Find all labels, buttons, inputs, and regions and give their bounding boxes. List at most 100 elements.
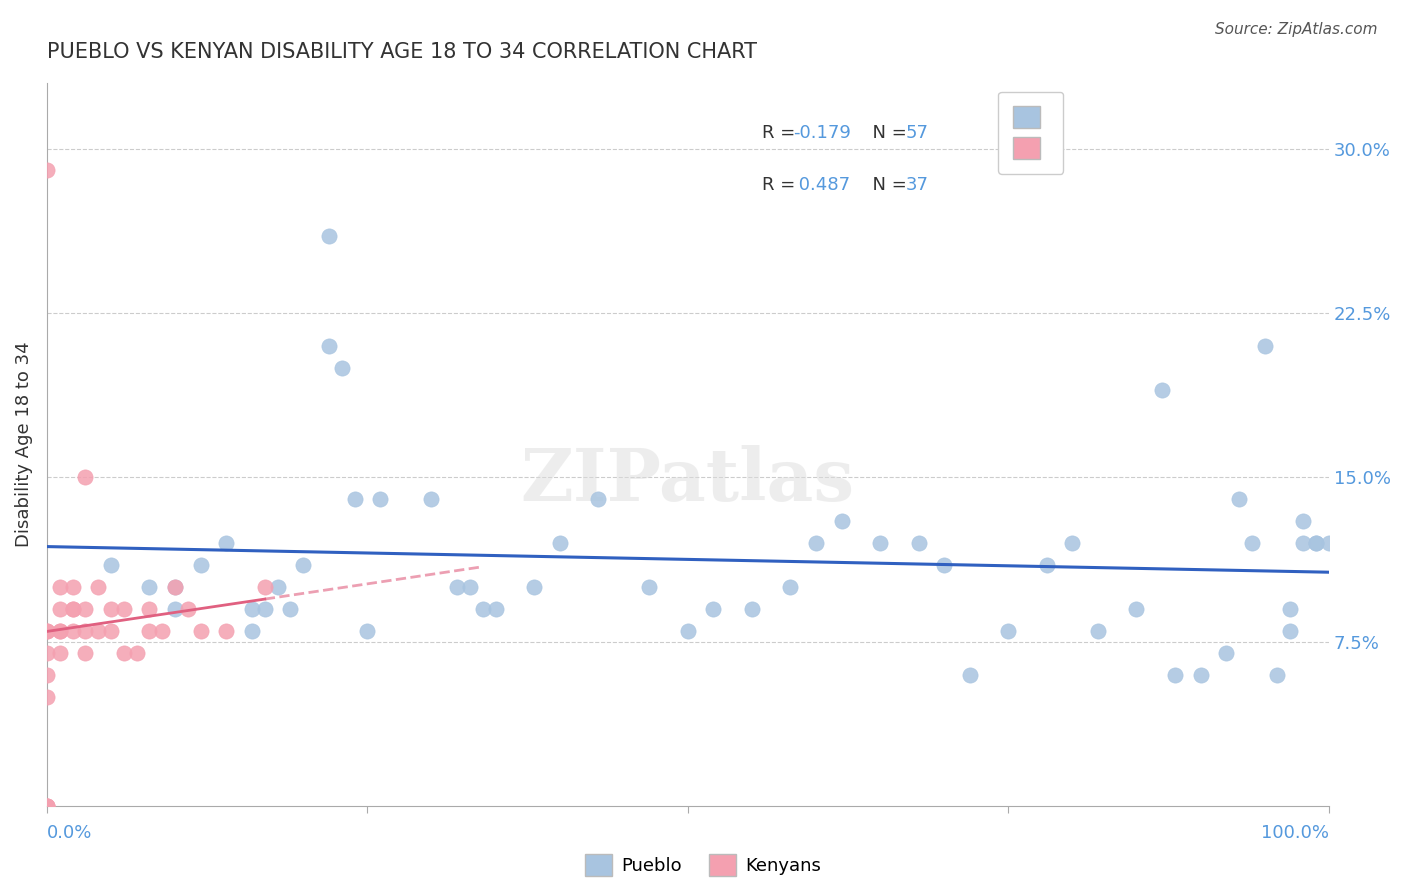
Point	[35, 799, 58, 814]
Text: R =: R =	[762, 124, 801, 143]
Point	[869, 536, 891, 550]
Point	[1164, 667, 1187, 681]
Point	[446, 580, 468, 594]
Point	[934, 558, 956, 572]
Point	[959, 667, 981, 681]
Point	[280, 602, 302, 616]
Text: ZIPatlas: ZIPatlas	[520, 445, 855, 516]
Point	[35, 799, 58, 814]
Point	[35, 624, 58, 638]
Point	[330, 360, 353, 375]
Point	[702, 602, 724, 616]
Point	[150, 624, 173, 638]
Point	[1279, 602, 1302, 616]
Point	[997, 624, 1019, 638]
Point	[100, 624, 122, 638]
Point	[48, 624, 70, 638]
Point	[420, 492, 443, 507]
Point	[253, 602, 276, 616]
Point	[240, 602, 263, 616]
Point	[165, 602, 187, 616]
Point	[1267, 667, 1289, 681]
Text: 37: 37	[905, 177, 929, 194]
Point	[62, 580, 84, 594]
Point	[804, 536, 827, 550]
Point	[484, 602, 506, 616]
Point	[62, 624, 84, 638]
Point	[35, 667, 58, 681]
Point	[35, 799, 58, 814]
Point	[741, 602, 763, 616]
Point	[1035, 558, 1057, 572]
Point	[62, 602, 84, 616]
Point	[35, 646, 58, 660]
Point	[1125, 602, 1147, 616]
Point	[1279, 624, 1302, 638]
Point	[75, 646, 97, 660]
Point	[1317, 536, 1340, 550]
Point	[62, 602, 84, 616]
Point	[471, 602, 494, 616]
Point	[100, 602, 122, 616]
Point	[1062, 536, 1084, 550]
Point	[356, 624, 378, 638]
Point	[1253, 339, 1275, 353]
Point	[75, 470, 97, 484]
Point	[48, 624, 70, 638]
Point	[75, 602, 97, 616]
Point	[1215, 646, 1237, 660]
Point	[907, 536, 929, 550]
Point	[75, 624, 97, 638]
Text: 100.0%: 100.0%	[1261, 824, 1329, 842]
Point	[548, 536, 571, 550]
Point	[165, 580, 187, 594]
Point	[1305, 536, 1327, 550]
Point	[48, 580, 70, 594]
Point	[87, 624, 110, 638]
Point	[1152, 383, 1174, 397]
Text: 0.487: 0.487	[793, 177, 851, 194]
Point	[48, 646, 70, 660]
Legend: Pueblo, Kenyans: Pueblo, Kenyans	[578, 847, 828, 883]
Point	[240, 624, 263, 638]
Point	[112, 602, 135, 616]
Point	[586, 492, 609, 507]
Text: PUEBLO VS KENYAN DISABILITY AGE 18 TO 34 CORRELATION CHART: PUEBLO VS KENYAN DISABILITY AGE 18 TO 34…	[46, 42, 756, 62]
Point	[1240, 536, 1263, 550]
Point	[215, 536, 238, 550]
Point	[138, 624, 160, 638]
Point	[190, 558, 212, 572]
Point	[343, 492, 366, 507]
Point	[87, 580, 110, 594]
Point	[266, 580, 288, 594]
Point	[1292, 514, 1315, 528]
Y-axis label: Disability Age 18 to 34: Disability Age 18 to 34	[15, 342, 32, 548]
Point	[1227, 492, 1250, 507]
Point	[100, 558, 122, 572]
Point	[165, 580, 187, 594]
Point	[1189, 667, 1212, 681]
Point	[523, 580, 546, 594]
Text: 0.0%: 0.0%	[46, 824, 93, 842]
Point	[292, 558, 315, 572]
Point	[1087, 624, 1109, 638]
Point	[831, 514, 853, 528]
Point	[458, 580, 481, 594]
Point	[779, 580, 801, 594]
Point	[638, 580, 661, 594]
Text: -0.179: -0.179	[793, 124, 851, 143]
Point	[125, 646, 148, 660]
Point	[35, 624, 58, 638]
Point	[35, 163, 58, 178]
Text: Source: ZipAtlas.com: Source: ZipAtlas.com	[1215, 22, 1378, 37]
Point	[138, 580, 160, 594]
Legend: , : ,	[998, 92, 1063, 174]
Point	[253, 580, 276, 594]
Text: R =: R =	[762, 177, 801, 194]
Point	[368, 492, 391, 507]
Point	[676, 624, 699, 638]
Point	[318, 229, 340, 244]
Point	[1305, 536, 1327, 550]
Text: 57: 57	[905, 124, 929, 143]
Point	[190, 624, 212, 638]
